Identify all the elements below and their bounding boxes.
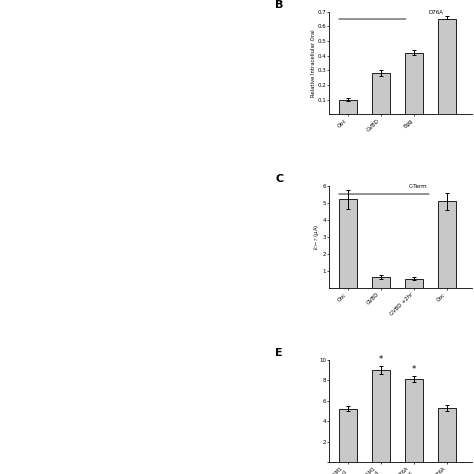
Bar: [438, 19, 456, 114]
Bar: [438, 201, 456, 288]
Bar: [372, 370, 390, 462]
Text: *: *: [379, 355, 383, 364]
Text: C: C: [275, 173, 283, 183]
Bar: [372, 277, 390, 288]
Y-axis label: Relative Intracellular Orai: Relative Intracellular Orai: [311, 29, 316, 97]
Text: E: E: [275, 347, 283, 357]
Bar: [438, 408, 456, 462]
Text: D76A: D76A: [428, 10, 444, 15]
Bar: [405, 379, 423, 462]
Bar: [405, 279, 423, 288]
Bar: [338, 409, 357, 462]
Bar: [338, 100, 357, 114]
Text: *: *: [411, 365, 416, 374]
Bar: [405, 53, 423, 114]
Bar: [372, 73, 390, 114]
Bar: [338, 200, 357, 288]
Y-axis label: $I_{Cl-T}$ (µA): $I_{Cl-T}$ (µA): [312, 224, 321, 250]
Text: C-Term: C-Term: [408, 184, 427, 189]
Text: B: B: [275, 0, 284, 9]
